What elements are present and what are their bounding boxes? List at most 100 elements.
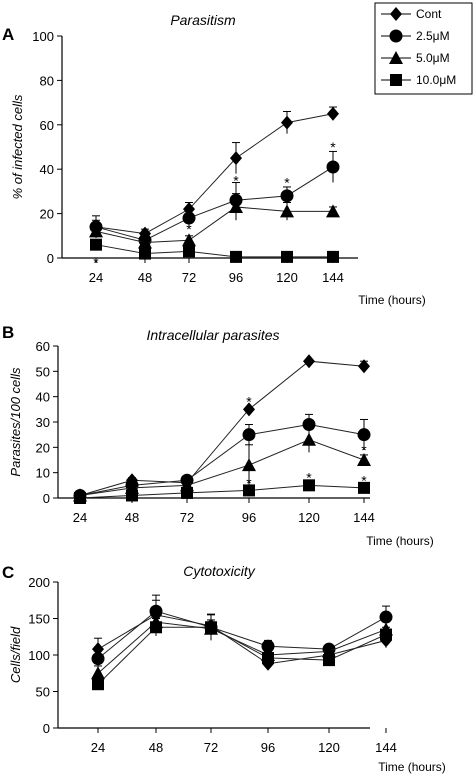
panel-a-series-10-0-m [90, 238, 339, 263]
panel-a-y-tick-label: 80 [40, 73, 54, 88]
panel-b-point-cont [358, 359, 370, 374]
panel-a-series-line-5-0-m [95, 206, 333, 243]
panel-c-point-10-0-m [262, 651, 274, 664]
panel-a-point-cont [230, 151, 242, 166]
panel-c-series-2-5-m [91, 594, 393, 670]
panel-b-y-tick-label: 10 [36, 466, 50, 481]
panel-a-significance-star: * [186, 221, 192, 237]
panel-c-title: Cytotoxicity [183, 563, 256, 579]
panel-a-point-10-0-m [90, 238, 102, 251]
panel-c-x-tick-label: 144 [375, 740, 397, 755]
panel-c-y-tick-label: 50 [36, 685, 50, 700]
panel-c-point-10-0-m [92, 678, 104, 691]
panel-b-point-5-0-m [302, 432, 316, 446]
panel-c-y-tick-label: 200 [28, 575, 50, 590]
panel-a-point-10-0-m [281, 250, 293, 263]
panel-b-series-cont [74, 354, 370, 503]
panel-c-point-2-5-m [91, 652, 105, 666]
panel-a-series-line-cont [95, 113, 334, 235]
panel-a-point-5-0-m [326, 204, 340, 218]
panel-a-series-2-5-m [89, 150, 340, 247]
panel-a-point-5-0-m [280, 204, 294, 218]
panel-b-title: Intracellular parasites [146, 327, 279, 343]
legend-label-2-5-m: 2.5μM [416, 29, 450, 43]
panel-a-point-5-0-m [182, 233, 196, 247]
panel-c-series-cont [92, 599, 392, 671]
panel-a-series-cont [90, 106, 339, 241]
panel-a-point-5-0-m [89, 224, 103, 238]
panel-c-y-tick-label: 100 [28, 648, 50, 663]
panel-b-significance-star: * [246, 475, 252, 491]
panel-b-point-10-0-m [74, 492, 86, 504]
panel-b-point-10-0-m [303, 479, 315, 492]
panel-c-y-tick-label: 0 [43, 721, 50, 736]
panel-a-y-tick-label: 60 [40, 118, 54, 133]
panel-a-point-cont [327, 106, 339, 121]
panel-c-series-line-10-0-m [97, 626, 387, 685]
panel-c-x-label: Time (hours) [378, 760, 446, 774]
panel-a-series-line-10-0-m [95, 244, 333, 258]
legend-label-cont: Cont [416, 7, 442, 21]
panel-b-y-tick-label: 50 [36, 364, 50, 379]
panel-c-point-10-0-m [150, 621, 162, 634]
panel-c-point-10-0-m [323, 654, 335, 667]
panel-a-point-2-5-m [326, 160, 340, 174]
panel-b-significance-star: * [361, 472, 367, 488]
panel-c-x-tick-label: 120 [318, 740, 340, 755]
panel-a-significance-star: * [330, 139, 336, 155]
panel-b-x-tick-label: 48 [125, 510, 139, 525]
panel-a-x-tick-label: 144 [322, 270, 344, 285]
panel-a-y-label: % of infected cells [10, 94, 25, 199]
legend-marker-10-0-m [390, 74, 402, 86]
panel-a-point-10-0-m [139, 247, 151, 260]
panel-a-significance-star: * [93, 254, 99, 270]
panel-b-point-cont [303, 354, 315, 369]
panel-c-series-line-cont [97, 614, 387, 665]
panel-a-point-cont [281, 115, 293, 130]
panel-b-point-2-5-m [242, 428, 256, 442]
panel-a-series-line-2-5-m [95, 166, 334, 241]
panel-a-point-5-0-m [138, 235, 152, 249]
panel-b-y-tick-label: 30 [36, 415, 50, 430]
panel-b-point-10-0-m [126, 489, 138, 502]
panel-b-point-10-0-m [358, 481, 370, 494]
panel-a-point-5-0-m [229, 199, 243, 213]
panel-c-x-tick-label: 72 [204, 740, 218, 755]
legend-marker-5-0-m [389, 51, 403, 64]
panel-b-x-tick-label: 72 [180, 510, 194, 525]
panel-a-significance-star: * [233, 172, 239, 188]
panel-a-title: Parasitism [170, 12, 236, 28]
panel-b-x-label: Time (hours) [366, 534, 434, 548]
panel-c-y-tick-label: 150 [28, 612, 50, 627]
panel-a-chart: 0 20 40 60 80 100 24 48 72 96 120 144 Parasitism % of… [10, 12, 426, 307]
panel-b-significance-star: * [246, 394, 252, 410]
panel-c-letter: C [2, 563, 14, 582]
panel-b-y-tick-label: 60 [36, 339, 50, 354]
panel-b-y-label: Parasites/100 cells [8, 367, 23, 477]
panel-b-significance-star: * [306, 470, 312, 486]
panel-b-series-line-5-0-m [79, 439, 365, 496]
panel-a-y-tick-label: 20 [40, 207, 54, 222]
panel-b-point-10-0-m [181, 486, 193, 499]
panel-b-series-5-0-m [73, 426, 371, 502]
panel-c-x-tick-label: 24 [91, 740, 105, 755]
panel-a-point-2-5-m [182, 211, 196, 225]
panel-c-point-10-0-m [380, 628, 392, 641]
panel-a-x-tick-label: 96 [229, 270, 243, 285]
panel-c-series-line-5-0-m [97, 621, 387, 674]
panel-a-series-5-0-m [89, 193, 340, 249]
panel-b-x-tick-label: 120 [298, 510, 320, 525]
panel-b-letter: B [2, 323, 14, 342]
panel-c-point-5-0-m [91, 666, 105, 680]
legend: Cont 2.5μM 5.0μM 10.0μM [374, 2, 473, 95]
panel-c-point-5-0-m [322, 644, 336, 658]
panel-b-x-tick-label: 144 [353, 510, 375, 525]
panel-a-letter: A [2, 25, 14, 44]
panel-b-point-cont [243, 402, 255, 417]
panel-c-x-tick-label: 96 [261, 740, 275, 755]
panel-b-chart: 0 10 20 30 40 50 60 24 48 72 96 120 144 Intracellular… [8, 327, 434, 548]
panel-a-x-label: Time (hours) [358, 293, 426, 307]
panel-b-significance-star: * [361, 442, 367, 458]
panel-b-series-10-0-m [74, 479, 370, 504]
